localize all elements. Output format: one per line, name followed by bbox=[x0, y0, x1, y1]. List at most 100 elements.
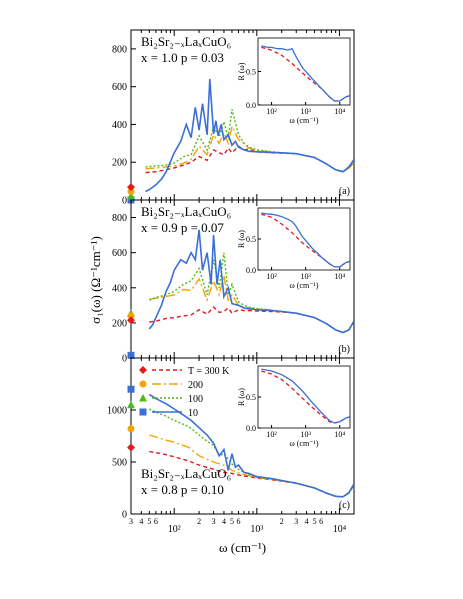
inset-x-tick-label: 10⁴ bbox=[334, 430, 345, 439]
composition-label: Bi₂Sr₂₋ₓLaₓCuO₆ bbox=[141, 34, 231, 49]
dc-marker-300 bbox=[127, 443, 135, 452]
inset-y-label: R (ω) bbox=[237, 230, 246, 248]
y-tick-label: 800 bbox=[112, 213, 127, 224]
y-tick-label: 0 bbox=[122, 196, 127, 207]
reflectivity-inset: 0.0 0.5 10² 10³ 10⁴ ω (cm⁻¹) R (ω) bbox=[237, 207, 351, 290]
inset-x-label: ω (cm⁻¹) bbox=[290, 116, 319, 125]
dc-marker-300 bbox=[127, 183, 135, 192]
x-major-tick-label: 10² bbox=[168, 524, 181, 535]
legend-label: 10 bbox=[188, 408, 198, 419]
legend-marker bbox=[139, 408, 147, 416]
dc-marker-200 bbox=[127, 188, 135, 195]
dc-marker-100 bbox=[127, 191, 135, 200]
panel-label: (b) bbox=[338, 344, 350, 355]
doping-label: x = 0.9 p = 0.07 bbox=[141, 220, 224, 235]
y-tick-label: 400 bbox=[112, 120, 127, 131]
reflectivity-inset: 0.0 0.5 10² 10³ 10⁴ ω (cm⁻¹) R (ω) bbox=[237, 365, 351, 448]
x-minor-tick-label: 3 bbox=[294, 517, 298, 526]
inset-y-tick-label: 0.0 bbox=[246, 424, 256, 433]
series-line-100 bbox=[149, 408, 354, 498]
doping-label: x = 0.8 p = 0.10 bbox=[141, 482, 224, 497]
inset-x-tick-label: 10⁴ bbox=[334, 272, 345, 281]
inset-y-tick-label: 0.5 bbox=[246, 235, 256, 244]
inset-x-tick-label: 10⁴ bbox=[334, 107, 345, 116]
legend-marker bbox=[139, 366, 147, 374]
inset-y-label: R (ω) bbox=[237, 388, 246, 406]
inset-series-10 bbox=[261, 212, 351, 268]
x-major-tick-label: 10³ bbox=[250, 524, 263, 535]
x-major-tick-label: 10⁴ bbox=[333, 524, 347, 535]
inset-x-tick-label: 10³ bbox=[300, 107, 311, 116]
x-minor-tick-label: 4 bbox=[222, 517, 226, 526]
inset-x-tick-label: 10³ bbox=[300, 430, 311, 439]
y-tick-label: 600 bbox=[112, 248, 127, 259]
panel-label: (c) bbox=[339, 500, 350, 511]
series-line-300 bbox=[149, 450, 354, 498]
x-minor-tick-label: 6 bbox=[154, 517, 158, 526]
y-tick-label: 400 bbox=[112, 283, 127, 294]
panel-label: (a) bbox=[339, 186, 350, 197]
dc-marker-100 bbox=[127, 400, 135, 409]
x-minor-tick-label: 5 bbox=[313, 517, 317, 526]
x-minor-tick-label: 4 bbox=[305, 517, 309, 526]
y-tick-label: 800 bbox=[112, 44, 127, 55]
y-tick-label: 600 bbox=[112, 82, 127, 93]
dc-marker-200 bbox=[127, 425, 135, 433]
inset-x-tick-label: 10³ bbox=[300, 272, 311, 281]
doping-label: x = 1.0 p = 0.03 bbox=[141, 50, 224, 65]
series-line-10 bbox=[148, 229, 354, 334]
inset-y-label: R (ω) bbox=[237, 62, 246, 80]
dc-marker-200 bbox=[127, 312, 135, 320]
y-tick-label: 200 bbox=[112, 158, 127, 169]
legend-label: 200 bbox=[188, 380, 203, 391]
panel-frame bbox=[130, 357, 355, 515]
series-line-300 bbox=[145, 145, 354, 174]
legend: T = 300 K 200 100 10 bbox=[139, 366, 230, 419]
y-tick-label: 200 bbox=[112, 318, 127, 329]
series-line-200 bbox=[149, 275, 354, 334]
inset-y-tick-label: 0.0 bbox=[246, 101, 256, 110]
composition-label: Bi₂Sr₂₋ₓLaₓCuO₆ bbox=[141, 204, 231, 219]
y-tick-label: 1000 bbox=[107, 406, 127, 417]
x-minor-tick-label: 5 bbox=[230, 517, 234, 526]
series-line-10 bbox=[148, 393, 354, 498]
x-minor-tick-label: 4 bbox=[139, 517, 143, 526]
inset-y-tick-label: 0.5 bbox=[246, 393, 256, 402]
inset-x-label: ω (cm⁻¹) bbox=[290, 281, 319, 290]
inset-y-tick-label: 0.0 bbox=[246, 266, 256, 275]
y-tick-label: 0 bbox=[122, 354, 127, 365]
composition-label: Bi₂Sr₂₋ₓLaₓCuO₆ bbox=[141, 466, 231, 481]
inset-x-tick-label: 10² bbox=[266, 107, 277, 116]
legend-marker bbox=[139, 380, 147, 388]
dc-marker-300 bbox=[127, 316, 135, 325]
x-minor-tick-label: 6 bbox=[319, 517, 323, 526]
x-minor-tick-label: 5 bbox=[147, 517, 151, 526]
x-axis-title: ω (cm⁻¹) bbox=[219, 540, 266, 555]
inset-series-10 bbox=[261, 368, 351, 424]
x-minor-tick-label: 2 bbox=[280, 517, 284, 526]
inset-series-10 bbox=[261, 45, 351, 102]
dc-marker-10 bbox=[127, 385, 135, 393]
legend-label: T = 300 K bbox=[188, 366, 230, 377]
series-line-300 bbox=[149, 306, 354, 334]
x-minor-tick-label: 6 bbox=[236, 517, 240, 526]
inset-x-label: ω (cm⁻¹) bbox=[290, 439, 319, 448]
x-minor-tick-label: 2 bbox=[197, 517, 201, 526]
y-tick-label: 500 bbox=[112, 458, 127, 469]
y-tick-label: 0 bbox=[122, 510, 127, 521]
legend-label: 100 bbox=[188, 394, 203, 405]
series-line-10 bbox=[145, 79, 354, 193]
dc-marker-10 bbox=[127, 351, 135, 359]
inset-x-tick-label: 10² bbox=[266, 272, 277, 281]
inset-y-tick-label: 0.5 bbox=[246, 68, 256, 77]
inset-frame bbox=[257, 37, 351, 106]
legend-marker bbox=[139, 394, 147, 402]
x-minor-tick-label: 3 bbox=[129, 517, 133, 526]
reflectivity-inset: 0.0 0.5 10² 10³ 10⁴ ω (cm⁻¹) R (ω) bbox=[237, 37, 351, 125]
y-axis-title: σ₁(ω) (Ω⁻¹cm⁻¹) bbox=[88, 236, 103, 324]
